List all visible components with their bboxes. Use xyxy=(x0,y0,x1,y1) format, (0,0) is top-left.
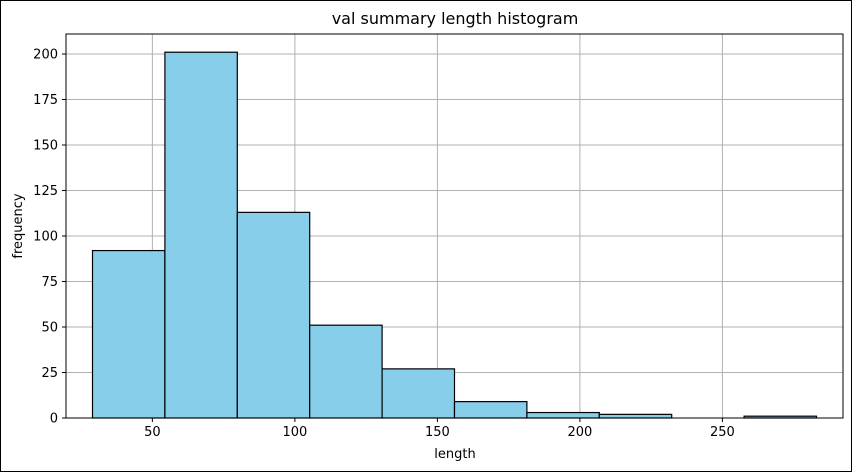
histogram-bar xyxy=(381,368,456,419)
histogram-bar xyxy=(453,401,528,419)
x-axis-label: length xyxy=(434,447,475,462)
chart-title: val summary length histogram xyxy=(332,9,579,28)
plot-frame xyxy=(65,33,844,419)
y-axis-label: frequency xyxy=(11,193,26,259)
histogram-bar xyxy=(91,249,166,419)
x-tick-label: 200 xyxy=(568,425,593,440)
y-tick-label: 75 xyxy=(41,275,58,290)
x-tick-label: 100 xyxy=(282,425,307,440)
y-tick-label: 50 xyxy=(41,321,58,336)
y-tick-label: 0 xyxy=(50,412,58,427)
histogram-bar xyxy=(164,51,238,419)
y-tick-label: 100 xyxy=(33,230,58,245)
y-tick-label: 200 xyxy=(33,48,58,63)
histogram-bar xyxy=(309,324,383,419)
axis-ticks: 50 100 150 200 250 0 25 50 75 100 125 150 175 200 xyxy=(33,48,735,440)
y-tick-label: 175 xyxy=(33,93,58,108)
y-tick-label: 150 xyxy=(33,139,58,154)
x-tick-label: 50 xyxy=(144,425,161,440)
bars xyxy=(91,51,818,419)
x-tick-label: 250 xyxy=(710,425,735,440)
y-tick-label: 125 xyxy=(33,184,58,199)
histogram-bar xyxy=(236,211,311,419)
y-tick-label: 25 xyxy=(41,366,58,381)
histogram-bar xyxy=(598,413,673,419)
histogram-bar xyxy=(526,411,600,419)
x-tick-label: 150 xyxy=(425,425,450,440)
